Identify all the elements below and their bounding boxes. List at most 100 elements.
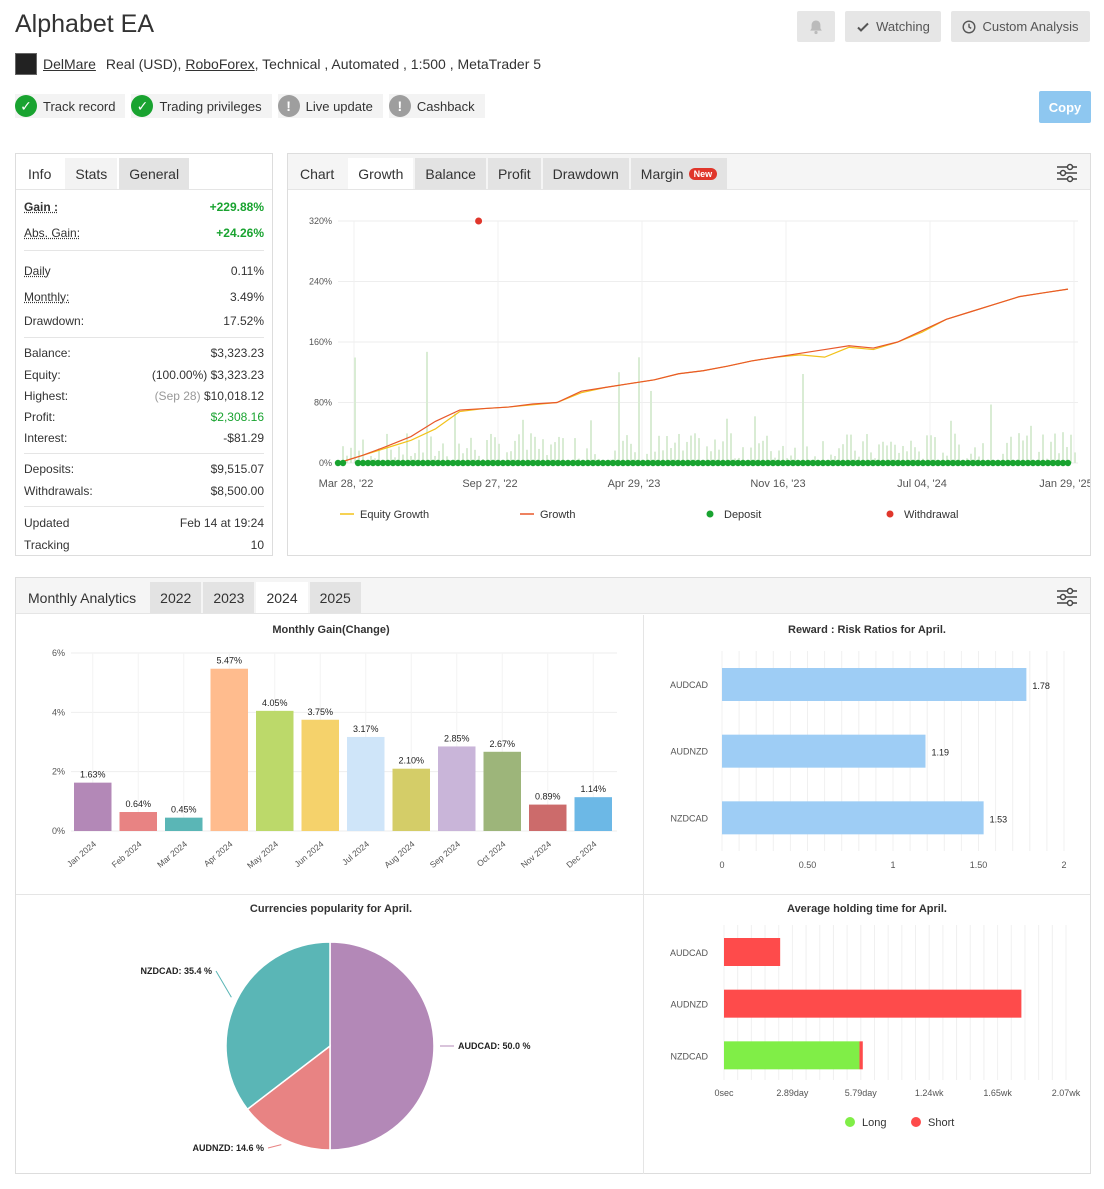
stat-value: $3,323.23	[210, 346, 264, 360]
y-tick-label: 80%	[314, 398, 332, 408]
tab-margin[interactable]: Margin New	[630, 158, 728, 189]
deposit-point	[629, 459, 637, 467]
daily-bar	[926, 435, 928, 463]
x-tick-label: Nov 16, '23	[750, 478, 805, 490]
daily-bar	[886, 445, 888, 463]
tab-2024[interactable]: 2024	[256, 582, 308, 613]
check-circle-icon: ✓	[131, 95, 154, 117]
deposit-point	[579, 459, 587, 467]
daily-bar	[934, 437, 936, 463]
daily-bar	[386, 433, 388, 463]
deposit-point	[759, 459, 767, 467]
daily-bar	[790, 455, 792, 463]
pie-slice	[329, 941, 435, 1151]
chart-title: Average holding time for April.	[787, 903, 947, 915]
daily-bar	[862, 441, 864, 463]
daily-bar	[494, 437, 496, 463]
deposit-point	[1059, 459, 1067, 467]
deposit-point	[779, 459, 787, 467]
deposit-point	[639, 459, 647, 467]
stat-monthly: Monthly: 3.49%	[24, 290, 264, 304]
daily-bar	[638, 357, 640, 463]
bar-long	[724, 1041, 860, 1070]
daily-bar	[882, 441, 884, 463]
daily-bar	[478, 455, 480, 463]
broker-link[interactable]: RoboForex	[185, 56, 255, 72]
stat-subvalue: (100.00%)	[151, 368, 208, 382]
daily-bar	[654, 451, 656, 463]
data-label: 0.45%	[171, 805, 197, 815]
deposit-point	[494, 459, 502, 467]
watching-button[interactable]: Watching	[845, 11, 941, 42]
stat-profit: Profit: $2,308.16	[24, 410, 264, 424]
stat-value: $10,018.12	[203, 389, 264, 403]
daily-bar	[958, 444, 960, 463]
bar	[392, 768, 430, 831]
x-tick-label: Feb 2024	[110, 839, 144, 870]
daily-bar	[614, 450, 616, 463]
stat-label[interactable]: Monthly:	[24, 290, 70, 304]
copy-button[interactable]: Copy	[1039, 91, 1091, 123]
tab-profit[interactable]: Profit	[487, 158, 541, 189]
data-label: 3.17%	[353, 724, 379, 734]
tab-drawdown[interactable]: Drawdown	[542, 158, 629, 189]
y-tick-label: 240%	[309, 277, 332, 287]
deposit-point	[804, 459, 812, 467]
deposit-point	[404, 459, 412, 467]
exclamation-circle-icon: !	[388, 95, 411, 117]
tab-2022[interactable]: 2022	[150, 582, 202, 613]
daily-bar	[778, 450, 780, 463]
daily-bar	[438, 450, 440, 463]
daily-bar	[590, 420, 592, 463]
tab-balance[interactable]: Balance	[415, 158, 486, 189]
deposit-point	[909, 459, 917, 467]
deposit-point	[794, 459, 802, 467]
analytics-tabs: Monthly Analytics 2022 2023 2024 2025	[16, 578, 1090, 614]
daily-bar	[594, 454, 596, 463]
daily-bar	[1042, 434, 1044, 463]
daily-bar	[1002, 453, 1004, 463]
daily-bar	[802, 374, 804, 463]
deposit-point	[554, 459, 562, 467]
settings-sliders-icon[interactable]	[1056, 586, 1078, 608]
exclamation-circle-icon: !	[277, 95, 300, 117]
tab-stats[interactable]: Stats	[65, 158, 118, 189]
daily-bar	[846, 434, 848, 463]
daily-bar	[942, 452, 944, 463]
stat-value: +24.26%	[216, 226, 264, 240]
deposit-point	[1029, 459, 1037, 467]
x-tick-label: Sep 27, '22	[462, 478, 517, 490]
stat-label[interactable]: Abs. Gain:	[24, 226, 81, 240]
x-tick-label: 1.24wk	[915, 1088, 944, 1098]
tab-2023[interactable]: 2023	[203, 582, 255, 613]
tab-info[interactable]: Info	[16, 158, 64, 189]
stat-label[interactable]: Gain :	[24, 200, 59, 214]
deposit-point	[544, 459, 552, 467]
daily-bar	[522, 419, 524, 463]
deposit-point	[864, 459, 872, 467]
y-tick-label: NZDCAD	[671, 1051, 709, 1061]
deposit-point	[609, 459, 617, 467]
deposit-point	[1009, 459, 1017, 467]
tab-2025[interactable]: 2025	[309, 582, 361, 613]
custom-analysis-button[interactable]: Custom Analysis	[951, 11, 1090, 42]
x-tick-label: Apr 2024	[202, 839, 235, 869]
stat-label[interactable]: Daily	[24, 264, 51, 278]
y-tick-label: AUDCAD	[670, 680, 709, 690]
stat-value: 3.49%	[229, 290, 264, 304]
bar	[438, 746, 476, 831]
currencies-pie-chart: Currencies popularity for April. AUDCAD: …	[140, 903, 530, 1153]
daily-bar	[954, 433, 956, 463]
tab-growth[interactable]: Growth	[348, 158, 414, 189]
notify-button[interactable]	[797, 11, 835, 42]
badge-label: Cashback	[416, 98, 475, 114]
deposit-point	[839, 459, 847, 467]
deposit-point	[444, 459, 452, 467]
deposit-point	[954, 459, 962, 467]
user-link[interactable]: DelMare	[43, 56, 96, 72]
tab-general[interactable]: General	[119, 158, 190, 189]
settings-sliders-icon[interactable]	[1056, 162, 1078, 184]
tab-margin-label: Margin	[640, 165, 684, 182]
daily-bar	[354, 357, 356, 463]
badge-label: Trading privileges	[159, 98, 262, 114]
